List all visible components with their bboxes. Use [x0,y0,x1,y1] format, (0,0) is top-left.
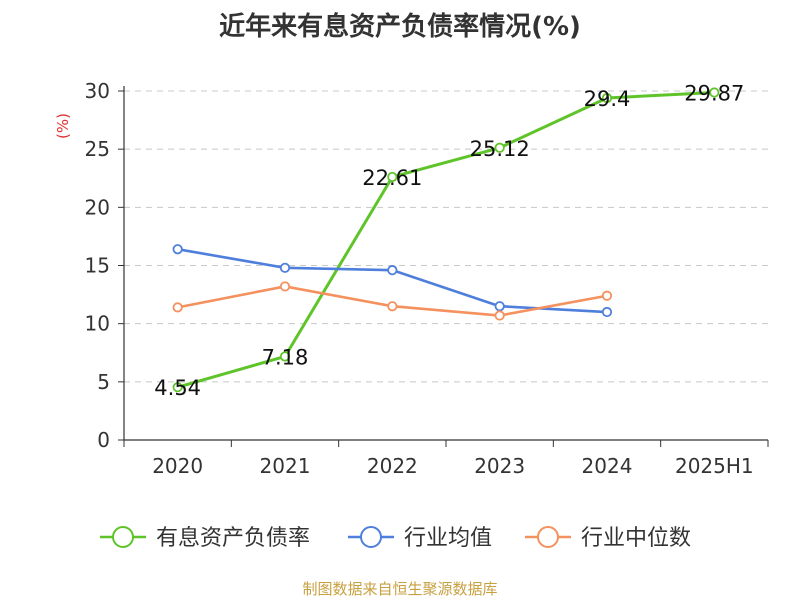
x-tick-label: 2020 [152,454,203,478]
data-point[interactable] [387,265,398,276]
source-footer: 制图数据来自恒生聚源数据库 [302,580,498,598]
data-label: 7.18 [262,345,309,369]
y-tick-label: 20 [85,195,110,219]
data-point[interactable] [494,301,505,312]
x-tick-label: 2023 [474,454,525,478]
legend-label: 行业均值 [404,526,492,551]
legend-marker [112,526,134,548]
y-tick-label: 15 [85,254,110,278]
data-labels: 4.54 7.18 22.61 25.12 29.4 29.87 [154,82,744,401]
data-point[interactable] [387,171,398,183]
y-tick-label: 0 [97,428,110,452]
legend[interactable]: 有息资产负债率 行业均值 行业中位数 [100,526,691,551]
legend-item[interactable]: 行业均值 [348,526,492,551]
data-point[interactable] [601,306,613,318]
axes: 0 5 10 15 20 25 30 2020 2021 2022 2023 2024 2025H1 [85,79,769,478]
data-point[interactable] [601,290,613,301]
x-tick-label: 2024 [582,454,633,478]
data-point[interactable] [279,281,291,292]
grid-lines [124,90,768,383]
series-layer [172,87,720,393]
series-line [177,91,715,389]
legend-item[interactable]: 行业中位数 [525,526,691,551]
data-label: 29.87 [684,82,744,106]
y-tick-label: 10 [85,312,110,336]
x-tick-label: 2025H1 [675,454,754,478]
data-point[interactable] [709,87,720,98]
data-label: 4.54 [154,376,201,400]
data-point[interactable] [279,262,291,273]
data-point[interactable] [172,244,183,255]
data-point[interactable] [279,351,291,362]
data-label: 22.61 [362,166,422,190]
data-point[interactable] [387,301,398,312]
data-point[interactable] [172,382,183,393]
legend-marker [537,526,559,548]
data-point[interactable] [172,302,183,313]
x-tick-label: 2022 [367,454,418,478]
data-point[interactable] [494,142,505,153]
y-tick-label: 5 [97,370,110,394]
legend-label: 有息资产负债率 [156,526,310,551]
legend-item[interactable]: 有息资产负债率 [100,526,310,551]
y-axis-unit: (%) [54,113,72,139]
data-point[interactable] [494,310,505,321]
data-point[interactable] [601,92,613,104]
data-label: 25.12 [470,137,530,161]
y-tick-label: 30 [85,79,110,103]
x-tick-label: 2021 [260,454,311,478]
legend-marker [360,526,382,548]
data-label: 29.4 [584,87,631,111]
legend-label: 行业中位数 [581,526,691,551]
chart-title: 近年来有息资产负债率情况(%) [219,12,581,42]
y-tick-label: 25 [85,137,110,161]
